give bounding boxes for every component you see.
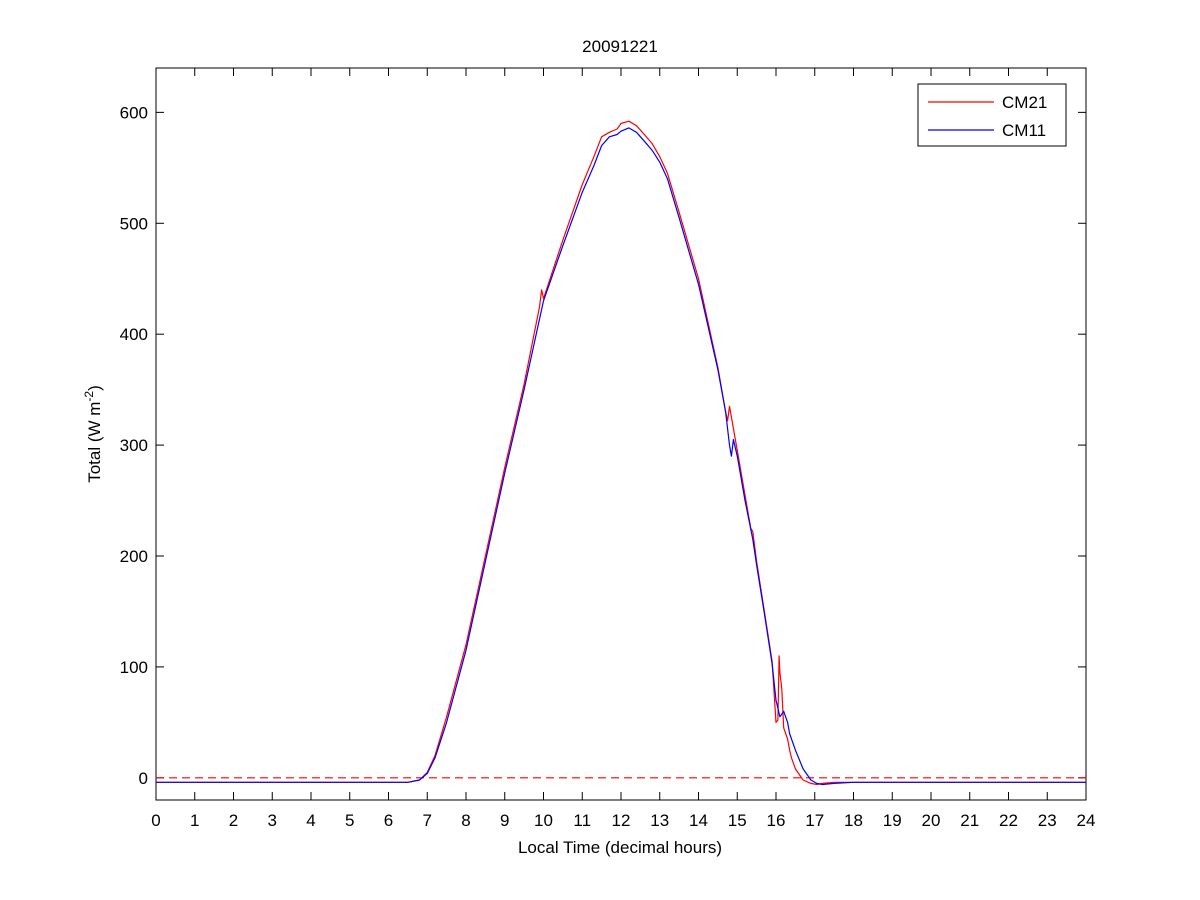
legend-box	[917, 83, 1067, 147]
x-axis-label: Local Time (decimal hours)	[518, 838, 722, 857]
x-tick-label: 18	[844, 811, 863, 830]
x-tick-label: 24	[1077, 811, 1096, 830]
y-axis: 0 100 200 300 400 500 600	[120, 103, 1086, 788]
x-tick-label: 19	[883, 811, 902, 830]
x-tick-label: 10	[534, 811, 553, 830]
x-tick-label: 3	[268, 811, 277, 830]
chart-title: 20091221	[582, 37, 658, 56]
legend-label-cm21: CM21	[1002, 93, 1047, 112]
y-tick-label: 300	[120, 436, 148, 455]
x-tick-label: 14	[689, 811, 708, 830]
x-tick-label: 13	[650, 811, 669, 830]
series-line-cm21	[156, 120, 1086, 786]
legend: CM21 CM11	[917, 83, 1067, 147]
x-tick-label: 17	[805, 811, 824, 830]
x-tick-label: 21	[960, 811, 979, 830]
y-tick-label: 200	[120, 547, 148, 566]
x-tick-label: 16	[767, 811, 786, 830]
x-tick-label: 0	[151, 811, 160, 830]
y-tick-label: 0	[139, 769, 148, 788]
x-axis: 0 1 2 3 4 5 6 7 8 9 10 11 12 13 14 15 16 17 18 19 20 21 22 23 24	[151, 68, 1095, 830]
x-tick-label: 6	[384, 811, 393, 830]
x-tick-label: 7	[423, 811, 432, 830]
x-tick-label: 23	[1038, 811, 1057, 830]
x-tick-label: 5	[345, 811, 354, 830]
y-tick-label: 100	[120, 658, 148, 677]
x-tick-label: 4	[306, 811, 315, 830]
y-axis-label-main: Total (W m	[85, 402, 104, 483]
y-tick-label: 600	[120, 103, 148, 122]
x-tick-label: 20	[922, 811, 941, 830]
legend-label-cm11: CM11	[1002, 121, 1046, 140]
y-axis-label-close: )	[85, 385, 104, 391]
x-tick-label: 11	[573, 811, 591, 830]
x-tick-label: 12	[612, 811, 631, 830]
x-tick-label: 9	[500, 811, 509, 830]
series-line-cm11	[156, 127, 1086, 786]
plot-area	[155, 67, 1087, 801]
x-tick-label: 22	[999, 811, 1018, 830]
y-axis-label: Total (W m-2)	[82, 385, 104, 483]
y-axis-label-superscript: -2	[82, 391, 96, 402]
series-lines	[156, 120, 1086, 786]
x-tick-label: 1	[190, 811, 199, 830]
y-tick-label: 500	[120, 214, 148, 233]
x-tick-label: 15	[728, 811, 747, 830]
x-tick-label: 8	[461, 811, 470, 830]
x-tick-label: 2	[229, 811, 238, 830]
y-tick-label: 400	[120, 325, 148, 344]
axes-box	[155, 67, 1087, 801]
